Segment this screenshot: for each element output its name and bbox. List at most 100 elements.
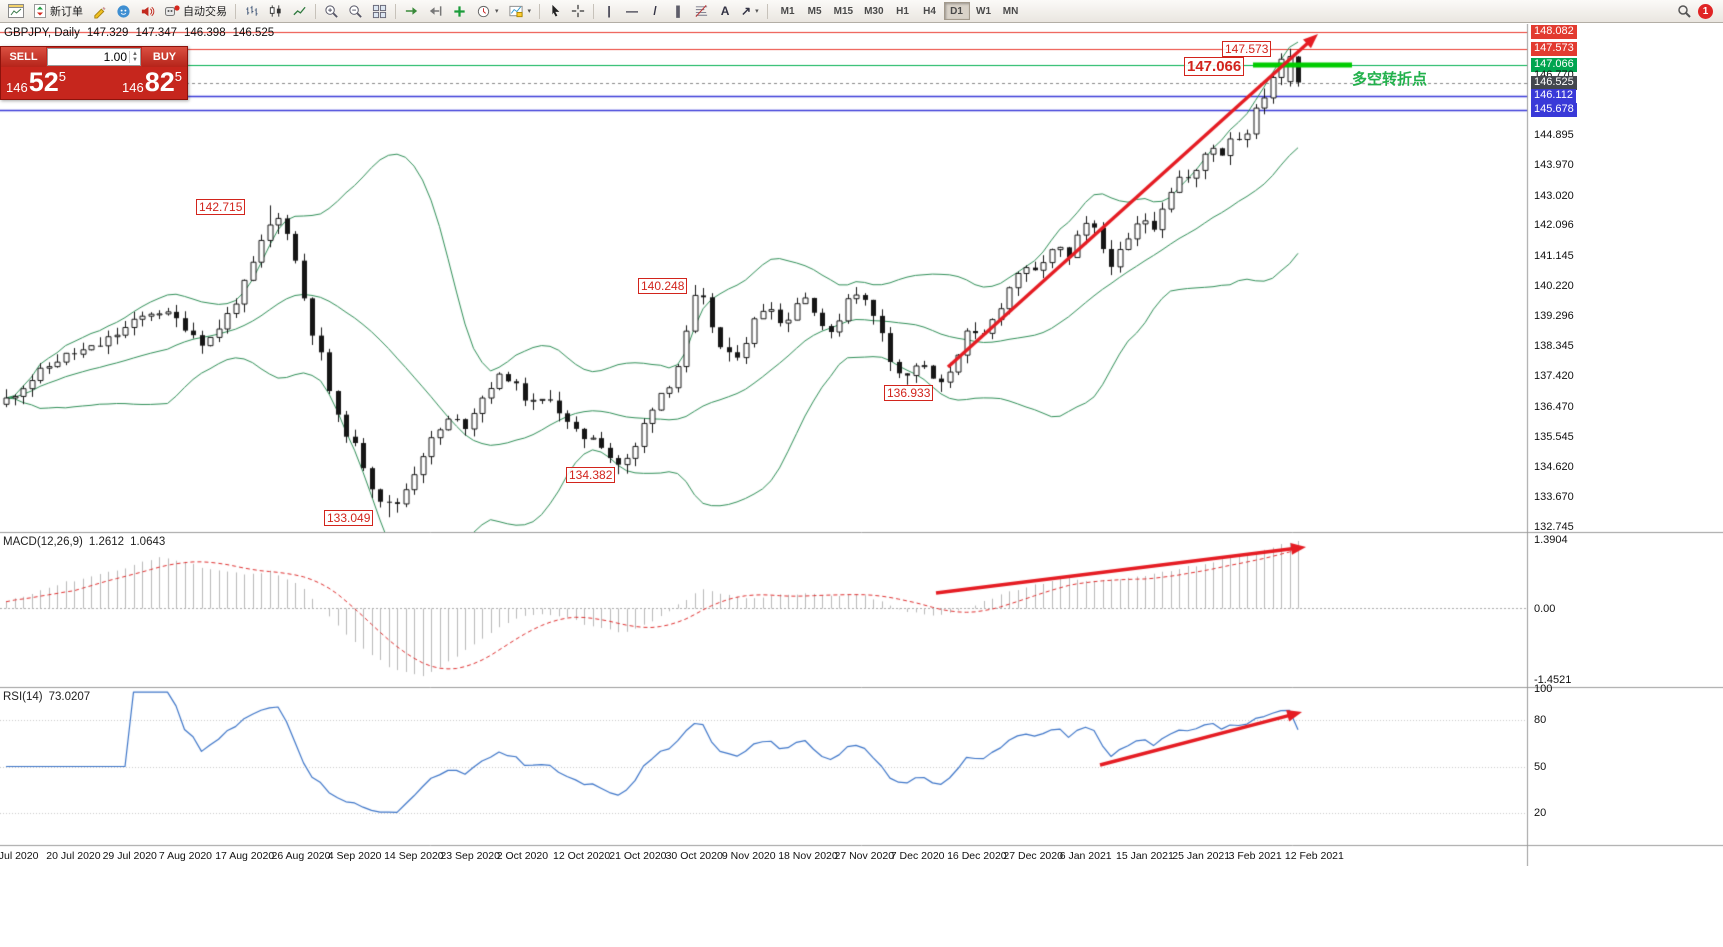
price-axis-tick: 134.620 — [1534, 460, 1574, 473]
buy-price-point: 5 — [174, 69, 182, 84]
indicators-button[interactable] — [448, 1, 471, 21]
swing-price-label[interactable]: 147.066 — [1184, 57, 1245, 76]
auto-scroll-button[interactable] — [400, 1, 423, 21]
buy-price[interactable]: 146 82 5 — [122, 69, 182, 96]
zoom-in-icon — [325, 4, 338, 18]
text-tool-icon: A — [720, 4, 730, 18]
trendline-tool-button[interactable]: / — [644, 1, 666, 21]
timeframe-button-h1[interactable]: H1 — [890, 2, 916, 20]
price-axis-tick: 141.145 — [1534, 250, 1574, 263]
toolbar-separator — [539, 3, 541, 19]
swing-price-label[interactable]: 133.049 — [324, 510, 374, 526]
swing-price-label[interactable]: 147.573 — [1222, 41, 1272, 57]
chart-shift-icon — [429, 6, 442, 16]
price-axis-tick: 139.296 — [1534, 309, 1574, 322]
template-icon — [508, 5, 523, 17]
horizontal-line-tool-button[interactable]: — — [621, 1, 643, 21]
rsi-axis-label: 80 — [1534, 714, 1547, 726]
rsi-name: RSI(14) — [3, 691, 43, 703]
crosshair-icon — [571, 4, 585, 18]
arrow-object-icon: ↗ — [741, 4, 752, 18]
text-tool-button[interactable]: A — [714, 1, 736, 21]
swing-price-label[interactable]: 134.382 — [566, 467, 616, 483]
search-button[interactable] — [1673, 1, 1695, 21]
line-chart-button[interactable] — [288, 1, 311, 21]
swing-price-label[interactable]: 136.933 — [884, 385, 934, 401]
close-value: 146.525 — [232, 27, 275, 39]
zoom-in-button[interactable] — [320, 1, 343, 21]
price-axis[interactable]: 144.895 143.970 143.020 142.096 141.145 140.2… — [1529, 24, 1723, 866]
horizontal-line-icon: — — [626, 4, 639, 18]
chart-annotations: 142.715 140.248 136.933 134.382 133.049 147.5… — [0, 24, 1528, 866]
timeframe-button-m5[interactable]: M5 — [802, 2, 828, 20]
macd-axis-zero: 0.00 — [1534, 602, 1556, 615]
metaeditor-button[interactable] — [88, 1, 111, 21]
auto-trading-icon — [165, 5, 180, 16]
bar-chart-button[interactable] — [240, 1, 263, 21]
speaker-icon — [141, 6, 155, 16]
timeframe-button-w1[interactable]: W1 — [971, 2, 997, 20]
macd-main-value: 1.2612 — [88, 536, 125, 548]
fibonacci-tool-button[interactable] — [690, 1, 713, 21]
sound-button[interactable] — [136, 1, 159, 21]
price-level-label: 147.066 — [1531, 58, 1577, 73]
community-icon — [117, 4, 130, 18]
community-button[interactable] — [112, 1, 135, 21]
rsi-axis-label: 100 — [1534, 683, 1553, 695]
pivot-point-note[interactable]: 多空转折点 — [1352, 71, 1428, 88]
spinner-up-icon[interactable]: ▲ — [132, 51, 138, 57]
timeframe-group: M1 M5 M15 M30 H1 H4 D1 W1 MN — [775, 2, 1024, 20]
zoom-out-button[interactable] — [344, 1, 367, 21]
volume-input[interactable]: 1.00 ▲ ▼ — [47, 48, 141, 66]
volume-value: 1.00 — [103, 50, 127, 64]
new-chart-button[interactable] — [4, 1, 28, 21]
price-level-label: 148.082 — [1531, 25, 1577, 40]
timeframe-button-m30[interactable]: M30 — [859, 2, 888, 20]
auto-trading-label: 自动交易 — [183, 6, 227, 18]
candlestick-chart-button[interactable] — [264, 1, 287, 21]
price-axis-tick: 144.895 — [1534, 129, 1574, 142]
tile-windows-button[interactable] — [368, 1, 391, 21]
cursor-button[interactable] — [544, 1, 566, 21]
price-level-label: 146.525 — [1531, 75, 1577, 90]
swing-price-label[interactable]: 142.715 — [196, 199, 246, 215]
sell-button[interactable]: SELL — [1, 47, 46, 67]
vertical-line-tool-button[interactable]: | — [598, 1, 620, 21]
buy-button[interactable]: BUY — [142, 47, 187, 67]
spinner-down-icon[interactable]: ▼ — [132, 57, 138, 63]
swing-price-label[interactable]: 140.248 — [638, 278, 688, 294]
search-icon — [1678, 5, 1691, 18]
timeframe-button-m15[interactable]: M15 — [829, 2, 858, 20]
sell-price[interactable]: 146 52 5 — [6, 67, 66, 97]
sell-price-pips: 52 — [28, 67, 59, 97]
chevron-down-icon: ▾ — [755, 8, 759, 15]
auto-trading-button[interactable]: 自动交易 — [160, 1, 231, 21]
clock-icon — [477, 5, 490, 17]
arrows-tool-button[interactable]: ↗ ▾ — [737, 1, 763, 21]
volume-stepper[interactable]: ▲ ▼ — [129, 51, 140, 63]
price-axis-tick: 142.096 — [1534, 219, 1574, 232]
sell-price-big: 146 — [6, 80, 28, 95]
open-value: 147.329 — [86, 27, 129, 39]
timeframe-button-d1[interactable]: D1 — [943, 2, 970, 20]
price-level-label: 145.678 — [1531, 102, 1577, 117]
macd-axis-max: 1.3904 — [1534, 534, 1568, 546]
timeframe-button-m1[interactable]: M1 — [775, 2, 801, 20]
one-click-trading-widget: SELL 1.00 ▲ ▼ BUY 146 52 5 146 82 5 — [0, 46, 188, 100]
low-value: 146.398 — [184, 27, 226, 39]
chart-shift-button[interactable] — [424, 1, 447, 21]
templates-button[interactable]: ▾ — [504, 1, 536, 21]
crosshair-button[interactable] — [567, 1, 589, 21]
price-chart[interactable] — [0, 24, 1723, 866]
candlestick-chart-icon — [269, 5, 281, 17]
rsi-axis-label: 50 — [1534, 760, 1547, 773]
notification-badge[interactable]: 1 — [1698, 3, 1713, 19]
rsi-indicator-label: RSI(14) 73.0207 — [3, 691, 96, 703]
trendline-icon: / — [653, 4, 657, 18]
new-order-button[interactable]: 新订单 — [29, 1, 87, 21]
channel-tool-button[interactable]: ∥ — [667, 1, 689, 21]
macd-name: MACD(12,26,9) — [3, 536, 83, 548]
timeframe-button-h4[interactable]: H4 — [917, 2, 943, 20]
timeframe-button-mn[interactable]: MN — [998, 2, 1024, 20]
periods-button[interactable]: ▾ — [472, 1, 503, 21]
